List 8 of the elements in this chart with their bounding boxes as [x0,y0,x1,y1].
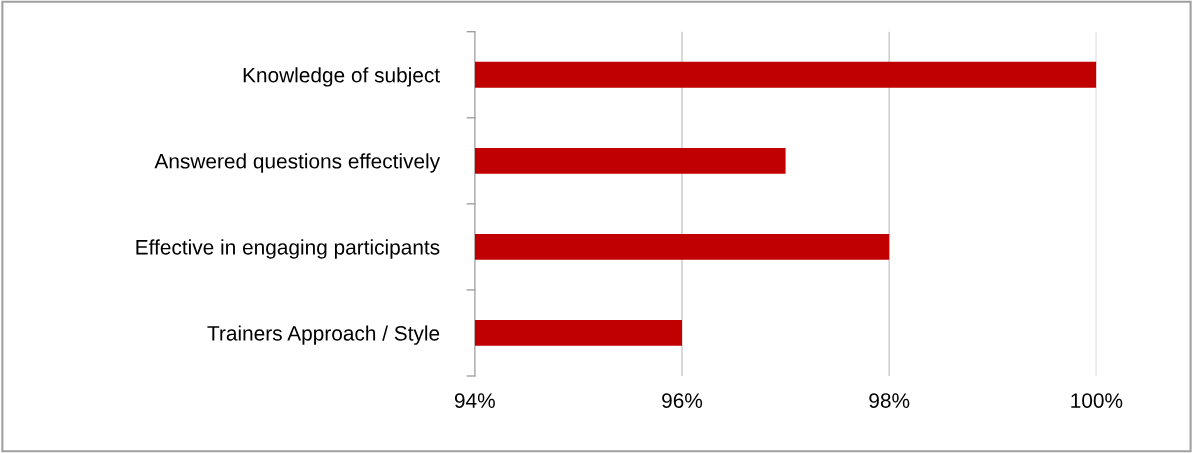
y-tick-label: Effective in engaging participants [136,239,440,259]
x-tick-label: 94% [454,393,495,408]
y-tick-label: Knowledge of subject [243,67,440,87]
x-tick-label: 98% [869,393,910,408]
x-tick-label: 100% [1071,393,1123,408]
x-tick-label: 96% [662,393,703,408]
y-tick-label: Trainers Approach / Style [207,325,440,345]
y-tick-label: Answered questions effectively [154,153,441,173]
